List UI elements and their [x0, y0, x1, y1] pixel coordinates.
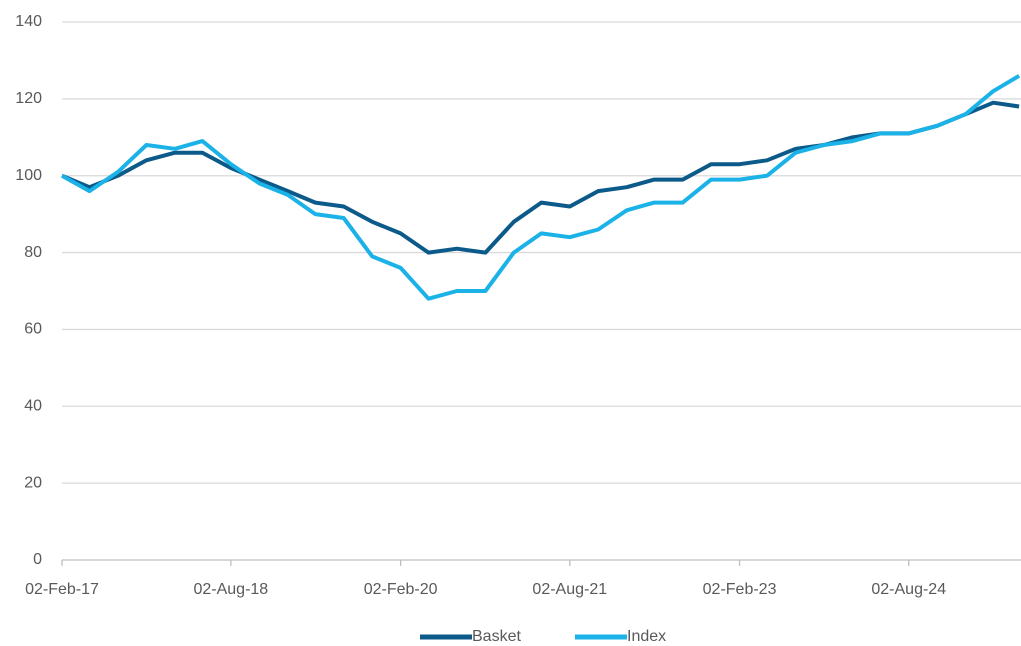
y-tick-label: 80	[24, 244, 42, 261]
x-tick-label: 02-Aug-21	[532, 581, 607, 598]
x-tick-label: 02-Feb-23	[703, 581, 777, 598]
y-tick-label: 20	[24, 474, 42, 491]
x-tick-label: 02-Feb-20	[364, 581, 438, 598]
y-tick-label: 40	[24, 398, 42, 415]
y-tick-label: 140	[15, 13, 42, 30]
legend-label: Index	[627, 628, 666, 645]
y-tick-label: 100	[15, 167, 42, 184]
y-tick-label: 60	[24, 321, 42, 338]
x-tick-label: 02-Feb-17	[25, 581, 99, 598]
series-line	[61, 100, 1020, 255]
series-line	[61, 74, 1021, 301]
x-tick-label: 02-Aug-24	[871, 581, 946, 598]
y-tick-label: 0	[33, 551, 42, 568]
y-tick-label: 120	[15, 90, 42, 107]
legend-label: Basket	[472, 628, 521, 645]
x-tick-label: 02-Aug-18	[193, 581, 268, 598]
